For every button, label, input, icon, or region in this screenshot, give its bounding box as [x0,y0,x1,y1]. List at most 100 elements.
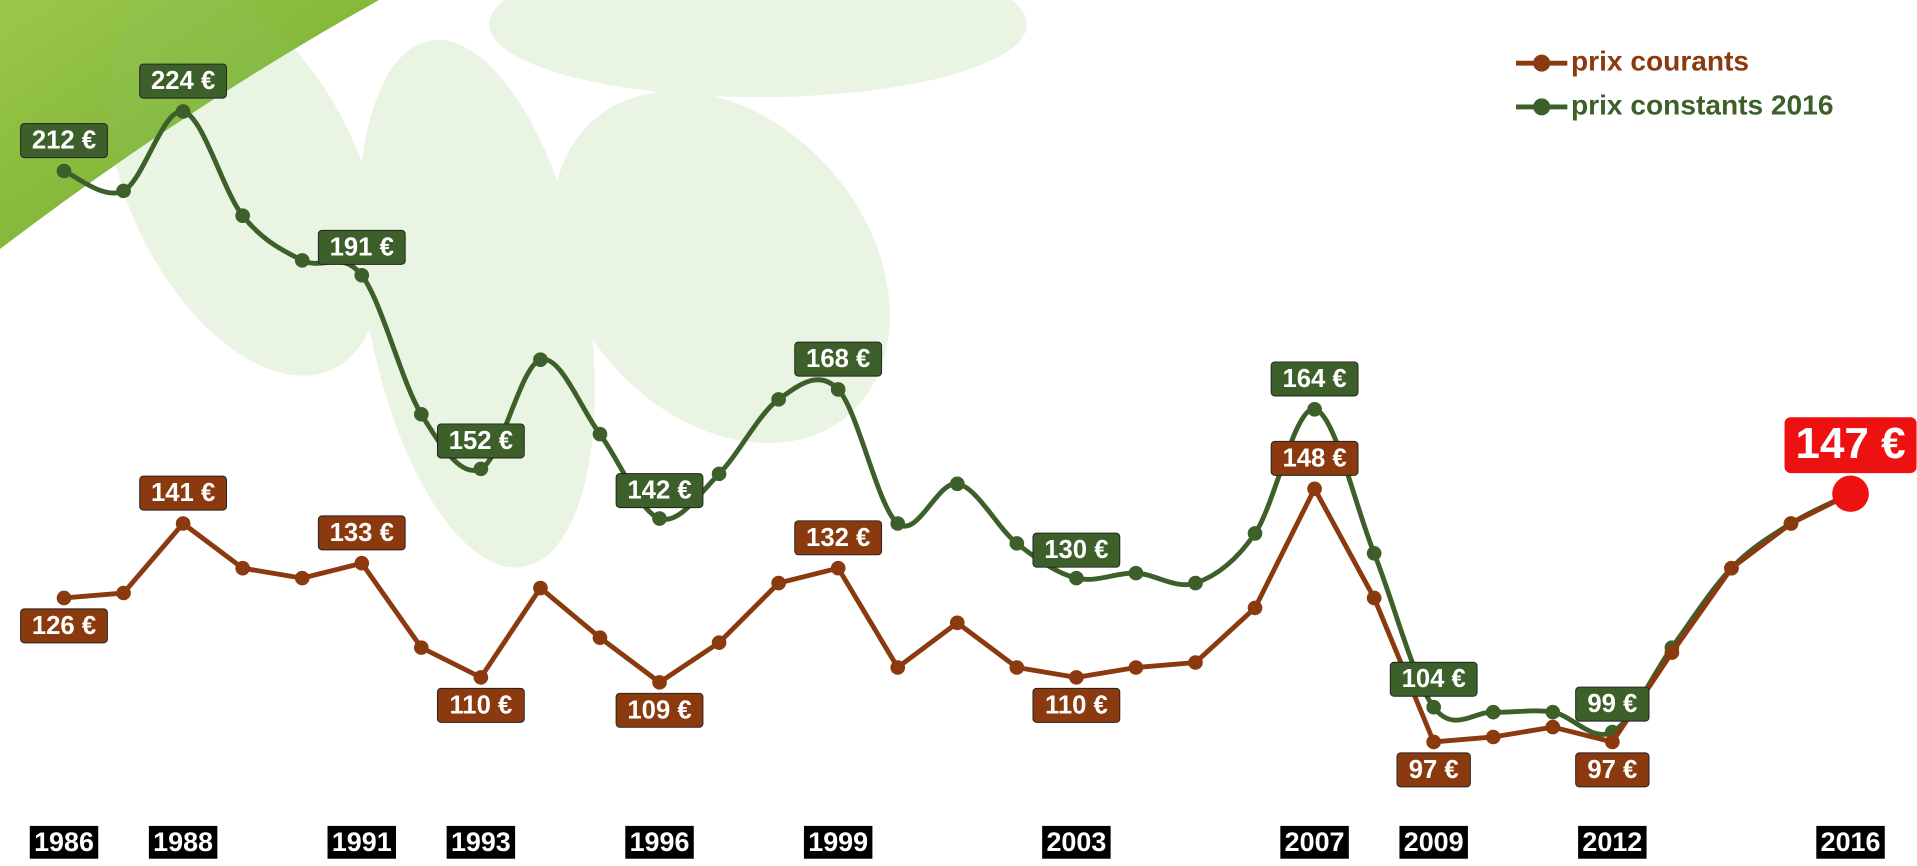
data-point [474,462,489,477]
data-point [474,670,489,685]
data-point [1426,700,1441,715]
data-point [414,640,429,655]
x-tick-group: 1996 [625,826,693,859]
data-point [414,407,429,422]
value-label: 109 € [627,696,691,724]
data-point [771,576,786,591]
data-point [1545,720,1560,735]
value-label: 168 € [806,345,870,373]
data-point [593,427,608,442]
value-label-group: 104 € [1390,662,1477,696]
value-label-group: 141 € [140,476,227,510]
data-point [1069,670,1084,685]
value-label-group: 126 € [21,609,108,643]
x-tick-group: 2016 [1816,826,1884,859]
value-label: 164 € [1282,365,1346,393]
data-point [1307,481,1322,496]
value-label-group: 97 € [1397,753,1470,787]
value-label-group: 97 € [1576,753,1649,787]
data-point [1009,660,1024,675]
data-point [1129,566,1144,581]
x-tick-group: 2012 [1578,826,1646,859]
x-tick-label: 2007 [1285,827,1345,857]
data-point [116,184,131,199]
data-point [831,561,846,576]
x-tick-label: 1986 [34,827,94,857]
data-point [1248,526,1263,541]
data-point [235,208,250,223]
value-label-group: 99 € [1576,687,1649,721]
data-point [712,467,727,482]
x-tick-group: 1999 [804,826,872,859]
x-tick-label: 2012 [1582,827,1642,857]
value-label: 142 € [627,477,691,505]
legend-marker [1533,98,1550,115]
x-tick-group: 1991 [328,826,396,859]
data-point [1367,591,1382,606]
value-label: 110 € [1045,691,1108,719]
page: {"chart_data": {"type": "line", "x": [19… [0,0,1917,866]
value-label: 133 € [330,519,394,547]
x-tick-group: 1988 [149,826,217,859]
x-tick-group: 2003 [1042,826,1110,859]
data-point [771,392,786,407]
data-point [1188,576,1203,591]
legend-label: prix courants [1571,46,1749,77]
value-label-group: 142 € [616,474,703,508]
x-tick-group: 2009 [1399,826,1467,859]
data-point [1367,546,1382,561]
data-point [1545,705,1560,720]
value-label: 191 € [330,233,394,261]
data-point [354,268,369,283]
data-point [1665,645,1680,660]
data-point [712,635,727,650]
chart: 1986 1988 1991 1993 1996 1999 2003 2007 2009 2012… [0,0,1917,866]
data-point [1486,705,1501,720]
x-tick-label: 1993 [451,827,511,857]
highlight-label: 147 € [1795,419,1905,468]
data-point [533,352,548,367]
data-point [235,561,250,576]
value-label-group: 110 € [437,688,524,722]
value-label-group: 168 € [795,342,882,376]
value-label-group: 109 € [616,693,703,727]
data-point [116,586,131,601]
x-tick-label: 2003 [1046,827,1106,857]
data-point [890,660,905,675]
value-label-group: 110 € [1033,688,1120,722]
data-point [1486,730,1501,745]
data-point [1069,571,1084,586]
data-point [533,581,548,596]
data-point [1605,735,1620,750]
highlight-point [1832,475,1869,511]
data-point [354,556,369,571]
data-point [1129,660,1144,675]
data-point [1248,601,1263,616]
value-label-group: 152 € [437,424,524,458]
value-label: 224 € [151,67,215,95]
value-label-group: 148 € [1271,441,1358,475]
value-label: 148 € [1282,444,1346,472]
x-tick-label: 2009 [1404,827,1464,857]
data-point [1426,735,1441,750]
legend-marker [1533,55,1550,72]
x-tick-group: 1986 [30,826,98,859]
value-label-group: 212 € [21,124,108,158]
value-label-group: 147 € [1785,417,1917,512]
data-point [593,630,608,645]
data-point [1724,561,1739,576]
data-point [1188,655,1203,670]
data-point [1009,536,1024,551]
data-point [1784,516,1799,531]
x-tick-group: 1993 [447,826,515,859]
value-label-group: 130 € [1033,533,1120,567]
value-label: 152 € [449,427,513,455]
value-label: 141 € [151,479,215,507]
value-label: 99 € [1587,690,1637,718]
data-point [57,591,72,606]
value-label-group: 224 € [140,64,227,98]
data-point [295,253,310,268]
data-point [57,164,72,179]
legend-label: prix constants 2016 [1571,89,1833,120]
value-label-group: 133 € [318,516,405,550]
